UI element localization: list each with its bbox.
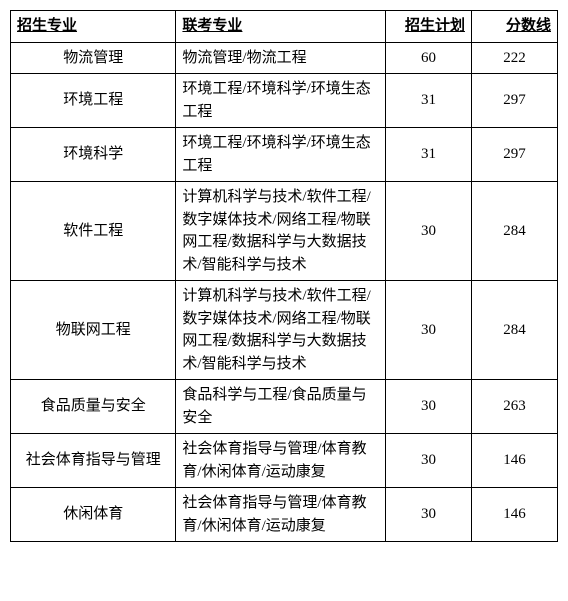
cell-plan: 30 xyxy=(385,380,471,434)
table-header-row: 招生专业 联考专业 招生计划 分数线 xyxy=(11,11,558,43)
table-row: 软件工程 计算机科学与技术/软件工程/数字媒体技术/网络工程/物联网工程/数据科… xyxy=(11,182,558,281)
cell-major: 休闲体育 xyxy=(11,488,176,542)
table-row: 物联网工程 计算机科学与技术/软件工程/数字媒体技术/网络工程/物联网工程/数据… xyxy=(11,281,558,380)
cell-score: 222 xyxy=(471,42,557,74)
cell-plan: 30 xyxy=(385,182,471,281)
admissions-table: 招生专业 联考专业 招生计划 分数线 物流管理 物流管理/物流工程 60 222… xyxy=(10,10,558,542)
table-row: 物流管理 物流管理/物流工程 60 222 xyxy=(11,42,558,74)
cell-score: 263 xyxy=(471,380,557,434)
cell-plan: 30 xyxy=(385,434,471,488)
cell-plan: 31 xyxy=(385,128,471,182)
cell-exam: 计算机科学与技术/软件工程/数字媒体技术/网络工程/物联网工程/数据科学与大数据… xyxy=(176,182,386,281)
table-row: 环境科学 环境工程/环境科学/环境生态工程 31 297 xyxy=(11,128,558,182)
cell-score: 146 xyxy=(471,434,557,488)
cell-plan: 30 xyxy=(385,281,471,380)
cell-major: 物联网工程 xyxy=(11,281,176,380)
cell-major: 环境科学 xyxy=(11,128,176,182)
cell-exam: 环境工程/环境科学/环境生态工程 xyxy=(176,74,386,128)
cell-score: 297 xyxy=(471,128,557,182)
table-body: 物流管理 物流管理/物流工程 60 222 环境工程 环境工程/环境科学/环境生… xyxy=(11,42,558,542)
cell-exam: 食品科学与工程/食品质量与安全 xyxy=(176,380,386,434)
cell-score: 146 xyxy=(471,488,557,542)
col-header-major: 招生专业 xyxy=(11,11,176,43)
cell-score: 284 xyxy=(471,182,557,281)
col-header-score: 分数线 xyxy=(471,11,557,43)
cell-major: 物流管理 xyxy=(11,42,176,74)
table-row: 食品质量与安全 食品科学与工程/食品质量与安全 30 263 xyxy=(11,380,558,434)
cell-exam: 物流管理/物流工程 xyxy=(176,42,386,74)
col-header-exam: 联考专业 xyxy=(176,11,386,43)
cell-exam: 社会体育指导与管理/体育教育/休闲体育/运动康复 xyxy=(176,434,386,488)
table-row: 环境工程 环境工程/环境科学/环境生态工程 31 297 xyxy=(11,74,558,128)
cell-score: 297 xyxy=(471,74,557,128)
cell-exam: 环境工程/环境科学/环境生态工程 xyxy=(176,128,386,182)
cell-major: 软件工程 xyxy=(11,182,176,281)
cell-plan: 31 xyxy=(385,74,471,128)
cell-major: 食品质量与安全 xyxy=(11,380,176,434)
col-header-plan: 招生计划 xyxy=(385,11,471,43)
cell-exam: 社会体育指导与管理/体育教育/休闲体育/运动康复 xyxy=(176,488,386,542)
cell-score: 284 xyxy=(471,281,557,380)
cell-major: 环境工程 xyxy=(11,74,176,128)
table-row: 社会体育指导与管理 社会体育指导与管理/体育教育/休闲体育/运动康复 30 14… xyxy=(11,434,558,488)
cell-exam: 计算机科学与技术/软件工程/数字媒体技术/网络工程/物联网工程/数据科学与大数据… xyxy=(176,281,386,380)
cell-plan: 30 xyxy=(385,488,471,542)
cell-major: 社会体育指导与管理 xyxy=(11,434,176,488)
table-row: 休闲体育 社会体育指导与管理/体育教育/休闲体育/运动康复 30 146 xyxy=(11,488,558,542)
cell-plan: 60 xyxy=(385,42,471,74)
